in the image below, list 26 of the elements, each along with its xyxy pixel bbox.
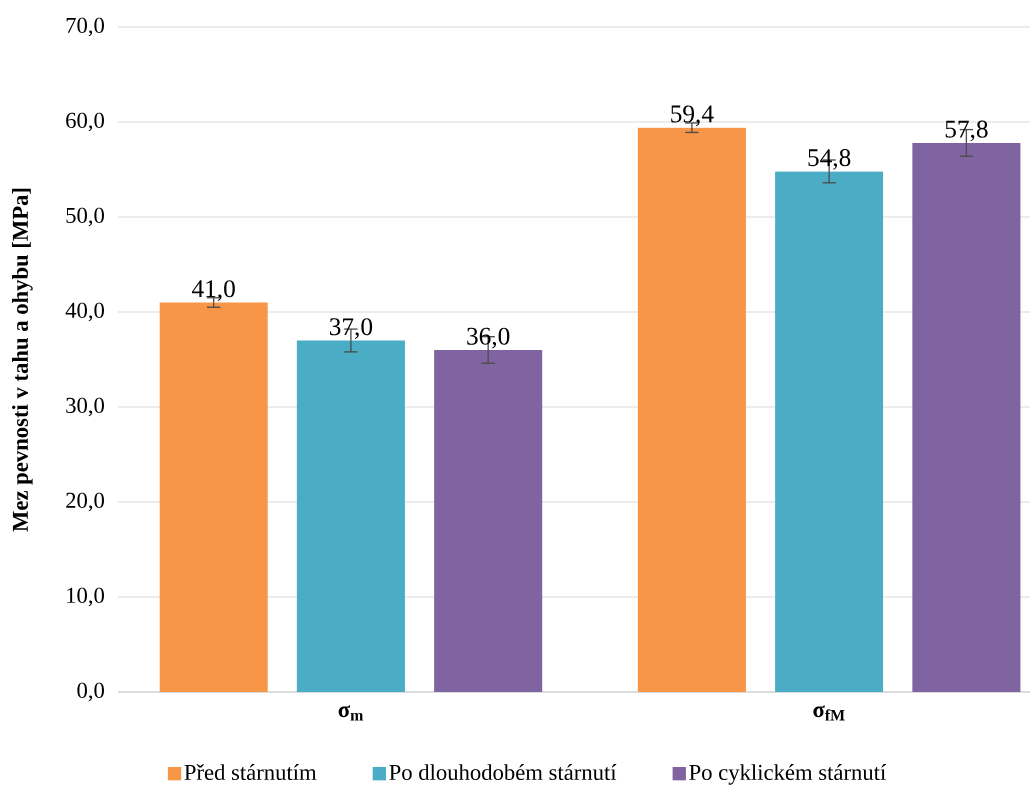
- bar: [296, 340, 405, 692]
- y-tick-label: 50,0: [66, 207, 104, 227]
- y-tick-label: 60,0: [66, 112, 104, 132]
- data-label: 37,0: [329, 318, 373, 339]
- y-tick-label: 40,0: [65, 302, 104, 322]
- data-label: 41,0: [191, 280, 235, 301]
- legend-label: Před stárnutím: [184, 764, 317, 781]
- bar: [434, 349, 543, 692]
- bar: [912, 142, 1021, 692]
- y-tick-label: 20,0: [66, 492, 104, 512]
- data-label: 36,0: [467, 327, 510, 349]
- category-label: σ$_{m}$: [338, 705, 364, 721]
- y-tick-label: 30,0: [66, 397, 104, 417]
- y-axis-title: Mez pevnosti v tahu a ohybu [MPa]: [12, 188, 33, 532]
- bar: [637, 127, 746, 692]
- data-label: 59,4: [671, 105, 714, 127]
- y-tick-label: 0,0: [77, 682, 104, 702]
- data-label: 54,8: [808, 149, 851, 170]
- category-label: σ$_{fM}$: [813, 705, 845, 721]
- bar: [159, 302, 268, 692]
- data-label: 57,8: [945, 120, 988, 142]
- y-tick-label: 70,0: [66, 17, 104, 37]
- bar: [775, 171, 884, 692]
- legend-label: Po cyklickém stárnutí: [689, 764, 887, 785]
- y-tick-label: 10,0: [67, 587, 104, 607]
- legend-label: Po dlouhodobém stárnutí: [389, 764, 617, 781]
